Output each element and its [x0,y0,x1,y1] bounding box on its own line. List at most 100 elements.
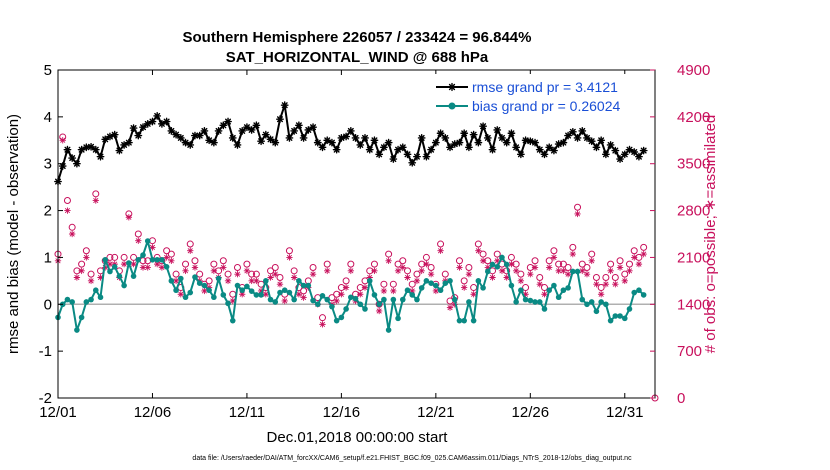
bias-point [291,296,297,303]
obs-assimilated-point [517,277,525,285]
obs-possible-point [224,270,232,278]
rmse-point [479,122,487,131]
bias-point [263,278,269,284]
obs-possible-point [611,274,619,282]
rmse-point [243,123,251,132]
obs-possible-point [569,243,577,251]
obs-possible-point [323,260,331,268]
bias-point [154,256,160,263]
rmse-point [309,123,317,132]
rmse-point [545,143,554,152]
rmse-point [290,127,299,135]
rmse-point [257,137,265,146]
obs-assimilated-point [427,270,435,278]
obs-assimilated-point [456,264,463,271]
bias-point [234,282,241,289]
obs-assimilated-point [498,267,506,275]
rmse-point [583,134,591,142]
bias-point [296,278,302,284]
obs-assimilated-point [508,260,515,268]
rmse-point [450,140,459,148]
obs-assimilated-point [545,264,553,271]
obs-assimilated-point [385,257,392,265]
bias-point [584,301,590,308]
x-axis: 12/01 12/06 12/11 12/16 12/21 12/26 12/31 [39,70,644,421]
bias-point [399,296,406,303]
obs-assimilated-point [168,257,175,265]
rmse-point [361,134,369,142]
bias-point [485,268,491,275]
obs-possible-point [625,260,633,268]
x-tick-label: 12/21 [417,404,455,421]
y2-axis-label: # of obs: o=possible; ∗=assimilated [702,115,719,354]
rmse-point [469,130,478,139]
rmse-point [332,145,341,154]
rmse-point [110,130,119,139]
rmse-point [209,138,218,147]
obs-assimilated-point [290,274,298,281]
bias-point [239,287,246,294]
rmse-point [639,146,648,155]
obs-assimilated-point [616,264,624,271]
bias-point [348,294,354,301]
obs-assimilated-point [338,290,345,298]
obs-assimilated-point [418,267,425,275]
bias-point [503,261,510,268]
obs-assimilated-point [536,280,544,288]
rmse-point [346,127,355,135]
rmse-point [431,138,440,147]
rmse-point [394,145,402,154]
bias-point [305,282,312,289]
bias-point [390,296,397,303]
obs-assimilated-point [404,274,411,281]
bias-point [414,296,420,303]
obs-assimilated-point [177,290,185,298]
bias-point [74,327,80,333]
obs-possible-point [640,243,648,251]
obs-possible-point [465,263,473,271]
bias-point [102,256,109,263]
rmse-point [337,134,346,142]
obs-assimilated-point [234,270,241,278]
obs-assimilated-point [163,254,170,261]
obs-assimilated-point [276,280,284,288]
obs-assimilated-point [602,280,610,288]
bias-point [385,327,392,333]
bias-point [338,314,345,321]
rmse-point [635,152,643,161]
x-tick-label: 12/01 [39,404,77,421]
bias-point [451,296,458,303]
rmse-point [139,123,147,132]
bias-point [366,278,373,284]
bias-point [130,273,137,279]
obs-assimilated-point [569,250,577,258]
obs-assimilated-point [319,321,326,328]
obs-possible-point [271,263,279,271]
obs-assimilated-point [295,290,303,298]
obs-assimilated-point [588,257,595,265]
rmse-point [63,145,72,154]
y-tick-label: -1 [39,343,52,360]
obs-possible-point [588,250,596,258]
obs-assimilated-point [550,254,558,261]
obs-assimilated-point [607,267,614,275]
rmse-point [550,146,558,155]
rmse-point [252,121,261,130]
obs-possible-point [130,253,138,261]
rmse-point [474,138,483,147]
rmse-point [597,136,606,145]
obs-possible-point [441,270,449,278]
obs-possible-point [602,274,610,282]
obs-assimilated-point [191,264,199,271]
obs-possible-point [621,270,629,278]
rmse-series [54,101,648,186]
x-tick-label: 12/16 [323,404,361,421]
obs-assimilated-point [323,267,331,275]
bias-point [395,315,401,322]
bias-point [626,306,633,312]
rmse-point [82,143,91,152]
rmse-point [436,129,445,138]
bias-point [447,278,453,284]
rmse-point [606,141,615,149]
